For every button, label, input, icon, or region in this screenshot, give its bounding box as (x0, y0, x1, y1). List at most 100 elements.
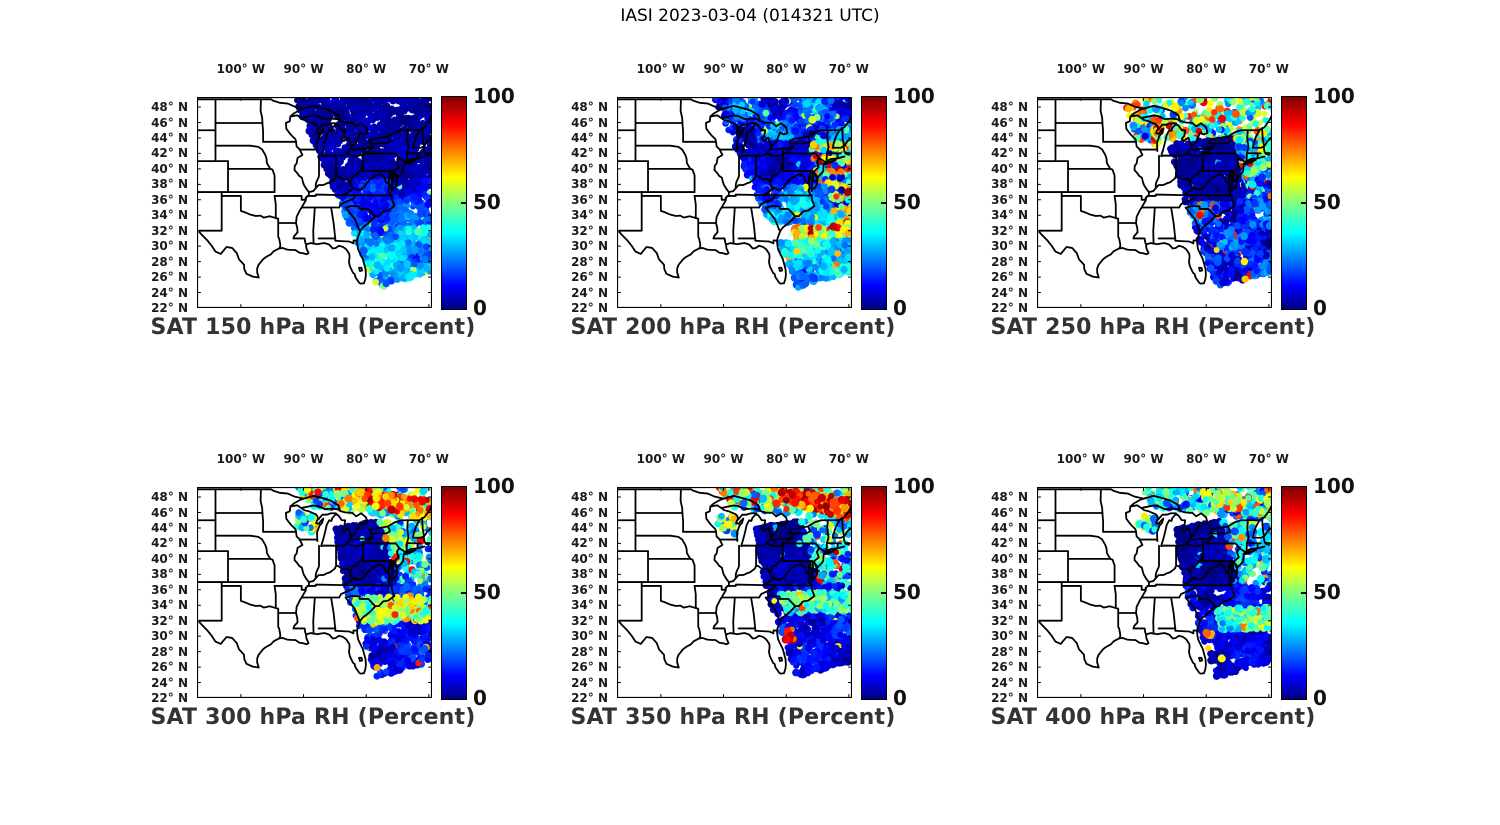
colorbar-tick-50 (881, 592, 886, 594)
lon-tick-label: 100° W (1056, 62, 1106, 76)
lat-tick-label: 34° N (571, 208, 608, 223)
colorbar-tick-50 (881, 202, 886, 204)
lat-tick-label: 46° N (151, 505, 188, 520)
colorbar-label-max: 100 (1313, 84, 1355, 108)
lat-tick-label: 32° N (991, 223, 1028, 238)
lat-tick-label: 22° N (991, 301, 1028, 315)
lon-tick-label: 90° W (283, 62, 324, 76)
lat-tick-label: 28° N (151, 254, 188, 269)
lon-tick-label: 70° W (828, 62, 869, 76)
lat-tick-label: 36° N (151, 192, 188, 207)
colorbar-label-max: 100 (893, 474, 935, 498)
lat-tick-label: 30° N (151, 629, 188, 644)
lat-tick-label: 34° N (571, 598, 608, 613)
lon-tick-label: 100° W (216, 62, 266, 76)
lat-tick-label: 46° N (151, 115, 188, 130)
lat-tick-label: 24° N (991, 285, 1028, 300)
lat-tick-label: 30° N (151, 239, 188, 254)
lon-tick-label: 80° W (346, 452, 387, 466)
colorbar-label-max: 100 (1313, 474, 1355, 498)
panel-150hpa: 100° W 90° W 80° W 70° W 48° N 46° N 44° N 42°… (122, 52, 542, 382)
colorbar-label-max: 100 (893, 84, 935, 108)
lat-tick-label: 44° N (151, 520, 188, 535)
lat-tick-label: 26° N (991, 660, 1028, 675)
colorbar-label-mid: 50 (1313, 580, 1341, 604)
panel-300hpa: 100° W 90° W 80° W 70° W 48° N 46° N 44° N 42°… (122, 442, 542, 772)
colorbar-label-mid: 50 (1313, 190, 1341, 214)
lat-tick-label: 24° N (991, 675, 1028, 690)
lat-tick-label: 36° N (571, 582, 608, 597)
colorbar-label-min: 0 (1313, 686, 1327, 710)
lon-tick-label: 70° W (1248, 62, 1289, 76)
lat-tick-label: 26° N (991, 270, 1028, 285)
lat-tick-label: 28° N (571, 254, 608, 269)
panel-title-400hpa: SAT 400 hPa RH (Percent) (990, 705, 1316, 730)
lat-tick-label: 28° N (571, 644, 608, 659)
lat-tick-label: 38° N (571, 567, 608, 582)
lat-tick-label: 26° N (151, 660, 188, 675)
lat-tick-label: 40° N (991, 551, 1028, 566)
map-canvas-300hpa (197, 487, 432, 698)
colorbar-label-min: 0 (473, 686, 487, 710)
lat-tick-label: 30° N (991, 629, 1028, 644)
lon-tick-label: 100° W (636, 452, 686, 466)
colorbar (861, 486, 887, 700)
lat-tick-label: 28° N (991, 254, 1028, 269)
panel-250hpa: 100° W 90° W 80° W 70° W 48° N 46° N 44° N 42°… (962, 52, 1382, 382)
lat-tick-label: 48° N (571, 490, 608, 505)
lon-tick-label: 80° W (1186, 62, 1227, 76)
lat-tick-label: 42° N (991, 146, 1028, 161)
lat-tick-label: 44° N (151, 130, 188, 145)
lat-tick-label: 34° N (991, 598, 1028, 613)
lat-tick-label: 46° N (991, 115, 1028, 130)
panel-title-300hpa: SAT 300 hPa RH (Percent) (150, 705, 476, 730)
lat-tick-label: 42° N (151, 146, 188, 161)
lat-tick-label: 34° N (151, 208, 188, 223)
panel-title-250hpa: SAT 250 hPa RH (Percent) (990, 315, 1316, 340)
colorbar-label-mid: 50 (893, 580, 921, 604)
colorbar-tick-50 (461, 592, 466, 594)
map-canvas-200hpa (617, 97, 852, 308)
lat-tick-label: 24° N (151, 675, 188, 690)
panel-350hpa: 100° W 90° W 80° W 70° W 48° N 46° N 44° N 42°… (542, 442, 962, 772)
panel-title-200hpa: SAT 200 hPa RH (Percent) (570, 315, 896, 340)
lat-tick-label: 30° N (991, 239, 1028, 254)
lat-tick-label: 44° N (571, 520, 608, 535)
lat-tick-label: 42° N (571, 146, 608, 161)
lat-tick-label: 42° N (571, 536, 608, 551)
map-canvas-400hpa (1037, 487, 1272, 698)
lat-tick-label: 38° N (991, 177, 1028, 192)
panel-title-150hpa: SAT 150 hPa RH (Percent) (150, 315, 476, 340)
lat-tick-label: 40° N (151, 161, 188, 176)
lat-tick-label: 34° N (151, 598, 188, 613)
panel-200hpa: 100° W 90° W 80° W 70° W 48° N 46° N 44° N 42°… (542, 52, 962, 382)
lat-tick-label: 28° N (991, 644, 1028, 659)
lon-tick-label: 80° W (766, 62, 807, 76)
lat-tick-label: 22° N (571, 301, 608, 315)
lat-tick-label: 36° N (151, 582, 188, 597)
colorbar-label-min: 0 (1313, 296, 1327, 320)
lat-tick-label: 24° N (571, 285, 608, 300)
lat-tick-label: 40° N (151, 551, 188, 566)
colorbar-tick-50 (461, 202, 466, 204)
lat-tick-label: 32° N (151, 223, 188, 238)
lon-tick-label: 70° W (408, 452, 449, 466)
colorbar-label-mid: 50 (473, 580, 501, 604)
colorbar-label-min: 0 (893, 686, 907, 710)
colorbar-tick-50 (1301, 592, 1306, 594)
lat-tick-label: 26° N (571, 660, 608, 675)
lat-tick-label: 24° N (151, 285, 188, 300)
lat-tick-label: 40° N (571, 551, 608, 566)
colorbar-label-mid: 50 (473, 190, 501, 214)
map-canvas-250hpa (1037, 97, 1272, 308)
lat-tick-label: 22° N (571, 691, 608, 705)
lat-tick-label: 48° N (151, 100, 188, 115)
lat-tick-label: 38° N (151, 177, 188, 192)
colorbar-label-max: 100 (473, 84, 515, 108)
lat-tick-label: 46° N (571, 505, 608, 520)
lat-tick-label: 26° N (151, 270, 188, 285)
lon-tick-label: 80° W (1186, 452, 1227, 466)
lat-tick-label: 36° N (571, 192, 608, 207)
lon-tick-label: 70° W (408, 62, 449, 76)
